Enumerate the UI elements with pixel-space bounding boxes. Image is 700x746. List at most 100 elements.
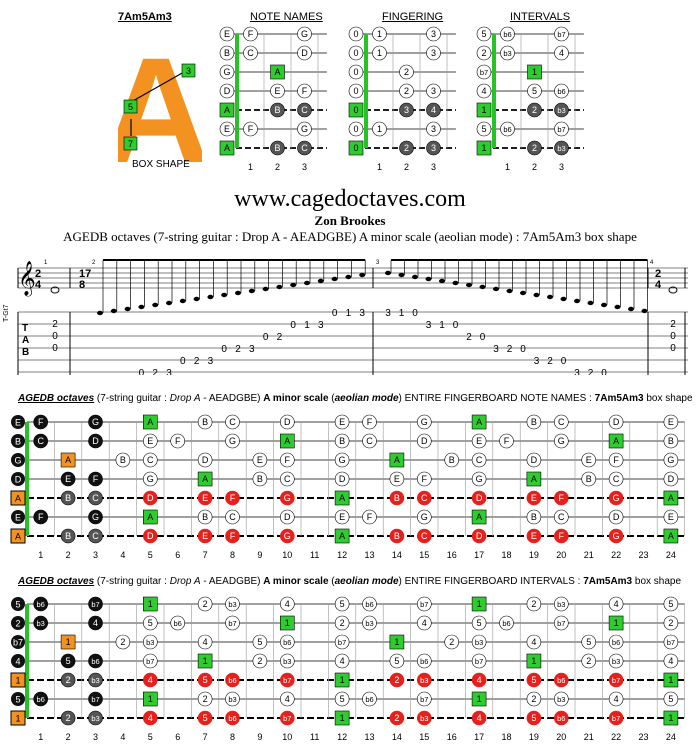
- treble-clef: 𝄞: [18, 261, 36, 297]
- open-string-label: A: [15, 494, 21, 504]
- note-n-s2-f17-label: E: [476, 436, 482, 446]
- mini-finger-s6-c3: [426, 121, 441, 137]
- note-i-s1-f8: [225, 596, 240, 612]
- note-n-s1-f5: [143, 414, 158, 430]
- mini-interval-s6-c0: [476, 121, 492, 137]
- note-n-s6-f7-label: B: [202, 512, 208, 522]
- tab-number: 3: [493, 344, 499, 355]
- note-n-s4-f21: [581, 471, 597, 487]
- note-n-s6-f17-label: A: [476, 512, 482, 522]
- note-i-s1-f5-label: 1: [148, 599, 153, 609]
- note-n-s6-f5: [143, 509, 158, 525]
- open-string-label: 1: [15, 676, 20, 686]
- note-head: [248, 288, 255, 294]
- tab-number: 3: [318, 320, 324, 331]
- mini-name-s5-c0: [219, 102, 235, 118]
- note-n-s2-f8: [225, 433, 240, 449]
- note-i-s6-f19: [526, 691, 542, 707]
- tab-number: 3: [208, 356, 214, 367]
- note-head: [452, 280, 459, 286]
- fret-number: 11: [310, 732, 319, 742]
- note-i-s7-f19-label: 5: [531, 713, 536, 723]
- note-head: [221, 292, 228, 298]
- note-i-s4-f21: [581, 653, 597, 669]
- note-n-s5-f17: [471, 490, 487, 506]
- note-i-s7-f17-label: 4: [477, 713, 482, 723]
- note-n-s4-f2-label: E: [65, 474, 71, 484]
- note-n-s2-f6-label: F: [175, 436, 181, 446]
- marker-7: [123, 136, 138, 151]
- note-n-s6-f15-label: G: [421, 512, 428, 522]
- note-n-s4-f21-label: B: [586, 474, 592, 484]
- mini-name-s7-c0-label: A: [224, 143, 230, 153]
- note-i-s3-f17: [471, 634, 487, 650]
- note-i-s5-f10: [279, 672, 295, 688]
- note-i-s7-f7-label: 5: [203, 713, 208, 723]
- mini-interval-s5-c2: [527, 102, 542, 118]
- note-i-s5-f22: [608, 672, 624, 688]
- s1-t3: - AEADGBE): [200, 393, 264, 404]
- note-n-s6-f22: [608, 509, 624, 525]
- note-i-s4-f12-label: 4: [340, 656, 345, 666]
- note-n-s6-f3: [88, 509, 103, 525]
- note-i-s5-f5: [143, 672, 158, 688]
- note-i-s7-f20: [553, 710, 569, 726]
- note-i-s4-f7: [197, 653, 213, 669]
- note-n-s7-f15: [416, 528, 432, 544]
- tab-number: 1: [346, 308, 352, 319]
- mini-name-s6-c3-label: G: [301, 124, 308, 134]
- fret-number: 12: [337, 550, 347, 560]
- note-i-s7-f22-label: b7: [612, 714, 620, 723]
- note-i-s5-f10-label: b7: [283, 676, 291, 685]
- fret-number: 18: [501, 732, 511, 742]
- open-string-label: G: [14, 456, 21, 466]
- note-i-s1-f15: [416, 596, 432, 612]
- note-n-s7-f7-label: E: [202, 531, 208, 541]
- mini-interval-s1-c1: [500, 26, 515, 42]
- note-head: [533, 292, 540, 298]
- note-i-s3-f5: [143, 634, 158, 650]
- note-i-s2-f3: [88, 615, 103, 631]
- note-i-s6-f15-label: b7: [420, 695, 428, 704]
- open-string-dot: [11, 635, 25, 649]
- mini-name-s3-c2: [270, 64, 285, 80]
- note-n-s4-f15: [416, 471, 432, 487]
- note-n-s4-f17: [471, 471, 487, 487]
- fret-number: 6: [175, 550, 180, 560]
- note-n-s1-f8: [225, 414, 240, 430]
- note-head: [317, 278, 324, 284]
- mini-name-s7-c3: [297, 140, 312, 156]
- box-shape-graphic: A 3 5 7: [118, 26, 202, 164]
- open-string-dot: [11, 434, 25, 448]
- mini-finger-s2-c0-label: 0: [353, 48, 358, 58]
- mini-finger-s4-c3: [426, 83, 441, 99]
- marker-3: [181, 63, 196, 78]
- note-n-s3-f12-label: G: [339, 455, 346, 465]
- mini-name-s7-c2-label: B: [274, 143, 280, 153]
- note-i-s5-f20: [553, 672, 569, 688]
- fret-number: 2: [66, 732, 71, 742]
- tab-number: 1: [399, 308, 405, 319]
- note-i-s7-f24: [663, 710, 679, 726]
- note-i-s3-f9: [252, 634, 268, 650]
- note-n-s5-f22: [608, 490, 624, 506]
- mini-name-s3-c0-label: G: [223, 67, 230, 77]
- note-i-s3-f10: [279, 634, 295, 650]
- mini-finger-s1-c3: [426, 26, 441, 42]
- mini-interval-s3-c2: [527, 64, 542, 80]
- note-n-s1-f10: [279, 414, 295, 430]
- note-n-s2-f22-label: A: [613, 436, 619, 446]
- note-i-s2-f1-label: b3: [37, 619, 45, 628]
- note-i-s6-f24: [663, 691, 679, 707]
- note-i-s7-f8: [225, 710, 240, 726]
- note-n-s1-f1-label: F: [38, 417, 44, 427]
- note-n-s3-f2-label: A: [65, 455, 71, 465]
- s2-t0: AGEDB octaves: [18, 576, 95, 587]
- note-i-s6-f15: [416, 691, 432, 707]
- note-n-s3-f24-label: G: [667, 455, 674, 465]
- note-i-s2-f20-label: b7: [557, 619, 565, 628]
- note-head: [193, 296, 200, 302]
- note-n-s2-f10-label: A: [284, 436, 290, 446]
- mini-name-s4-c2-label: E: [274, 86, 280, 96]
- note-i-s5-f19-label: 5: [531, 675, 536, 685]
